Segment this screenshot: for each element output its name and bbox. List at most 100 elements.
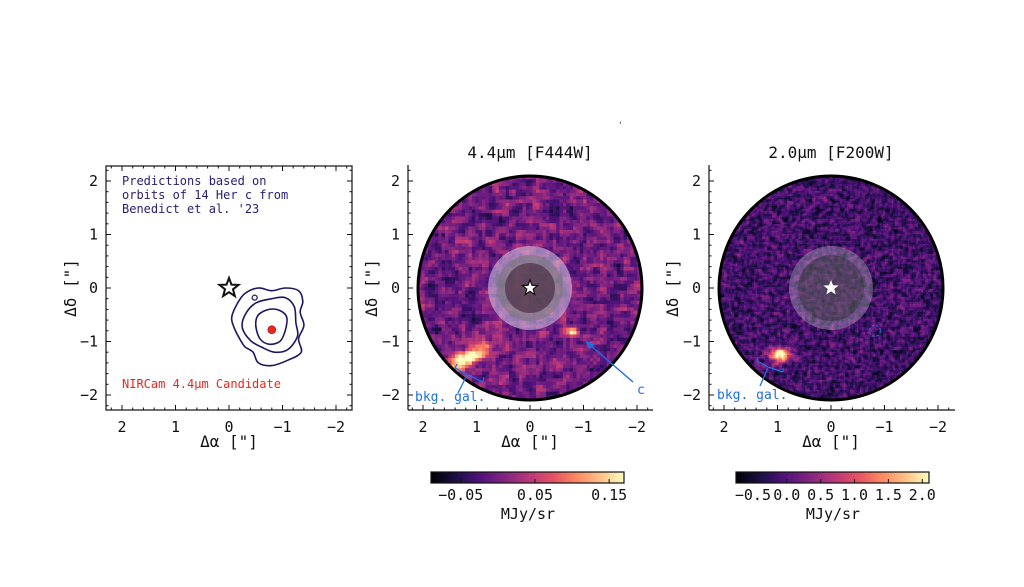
- image-pixel: [610, 358, 614, 362]
- image-pixel: [438, 287, 442, 291]
- image-pixel: [509, 189, 513, 194]
- image-pixel: [515, 189, 520, 194]
- image-pixel: [821, 195, 824, 198]
- image-pixel: [478, 267, 483, 271]
- image-pixel: [431, 233, 436, 238]
- image-pixel: [576, 250, 581, 254]
- image-pixel: [485, 290, 490, 295]
- image-pixel: [825, 192, 828, 195]
- image-pixel: [813, 185, 816, 188]
- image-pixel: [559, 334, 564, 339]
- image-pixel: [850, 184, 853, 187]
- image-pixel: [461, 364, 466, 369]
- image-pixel: [630, 304, 635, 308]
- image-pixel: [861, 194, 864, 197]
- image-pixel: [831, 195, 834, 198]
- image-pixel: [498, 344, 503, 349]
- image-pixel: [589, 206, 594, 211]
- image-pixel: [573, 209, 577, 214]
- image-pixel: [864, 190, 867, 193]
- image-pixel: [889, 195, 892, 198]
- image-pixel: [448, 219, 453, 224]
- image-pixel: [790, 187, 793, 190]
- image-pixel: [448, 226, 453, 231]
- image-pixel: [826, 195, 829, 198]
- image-pixel: [488, 371, 493, 376]
- image-pixel: [630, 283, 635, 288]
- image-pixel: [556, 223, 560, 227]
- image-pixel: [579, 223, 584, 227]
- image-pixel: [573, 337, 577, 342]
- image-pixel: [823, 184, 826, 187]
- image-pixel: [549, 381, 554, 386]
- image-pixel: [803, 194, 806, 197]
- image-pixel: [441, 236, 446, 241]
- image-pixel: [831, 202, 834, 205]
- image-pixel: [515, 331, 520, 335]
- image-pixel: [498, 240, 503, 244]
- image-pixel: [424, 260, 429, 264]
- image-pixel: [841, 184, 844, 187]
- image-pixel: [512, 388, 517, 393]
- image-pixel: [805, 197, 808, 200]
- image-pixel: [535, 176, 540, 180]
- image-pixel: [562, 213, 567, 217]
- image-pixel: [424, 293, 429, 298]
- image-pixel: [509, 192, 513, 197]
- image-pixel: [889, 199, 892, 202]
- image-pixel: [876, 192, 879, 195]
- image-pixel: [532, 361, 537, 366]
- image-pixel: [448, 337, 453, 342]
- image-pixel: [603, 300, 608, 305]
- image-pixel: [549, 246, 554, 251]
- image-pixel: [610, 273, 614, 278]
- image-pixel: [790, 190, 793, 193]
- image-pixel: [573, 307, 577, 312]
- image-pixel: [566, 317, 571, 322]
- image-pixel: [616, 304, 621, 308]
- image-pixel: [569, 243, 574, 248]
- image-pixel: [512, 371, 517, 376]
- image-pixel: [637, 280, 641, 285]
- image-pixel: [471, 223, 476, 227]
- image-pixel: [846, 199, 849, 202]
- image-pixel: [455, 256, 459, 261]
- image-pixel: [603, 267, 608, 271]
- image-pixel: [583, 361, 587, 366]
- image-pixel: [475, 229, 480, 234]
- image-pixel: [492, 246, 496, 251]
- panel2-y-tick-labels: 210−1−2: [382, 172, 400, 404]
- image-pixel: [815, 177, 818, 180]
- image-pixel: [515, 179, 520, 184]
- image-pixel: [579, 371, 584, 376]
- image-pixel: [833, 182, 836, 185]
- image-pixel: [532, 199, 537, 204]
- image-pixel: [539, 223, 544, 227]
- image-pixel: [613, 344, 618, 349]
- image-pixel: [810, 199, 813, 202]
- image-pixel: [583, 260, 587, 264]
- image-pixel: [505, 364, 510, 369]
- image-pixel: [869, 194, 872, 197]
- colorbar-tick-label: −0.05: [438, 486, 483, 504]
- image-pixel: [498, 354, 503, 359]
- image-pixel: [465, 223, 469, 227]
- image-pixel: [888, 199, 891, 202]
- image-pixel: [488, 213, 493, 217]
- image-pixel: [576, 260, 581, 264]
- image-pixel: [448, 223, 453, 227]
- image-pixel: [451, 253, 456, 258]
- image-pixel: [589, 199, 594, 204]
- image-pixel: [603, 273, 608, 278]
- image-pixel: [626, 277, 631, 281]
- image-pixel: [546, 351, 550, 355]
- image-pixel: [858, 190, 861, 193]
- image-pixel: [475, 317, 480, 322]
- image-pixel: [552, 250, 557, 254]
- image-pixel: [780, 200, 783, 203]
- image-pixel: [800, 199, 803, 202]
- image-pixel: [843, 187, 846, 190]
- image-pixel: [512, 196, 517, 200]
- image-pixel: [539, 199, 544, 204]
- image-pixel: [488, 358, 493, 362]
